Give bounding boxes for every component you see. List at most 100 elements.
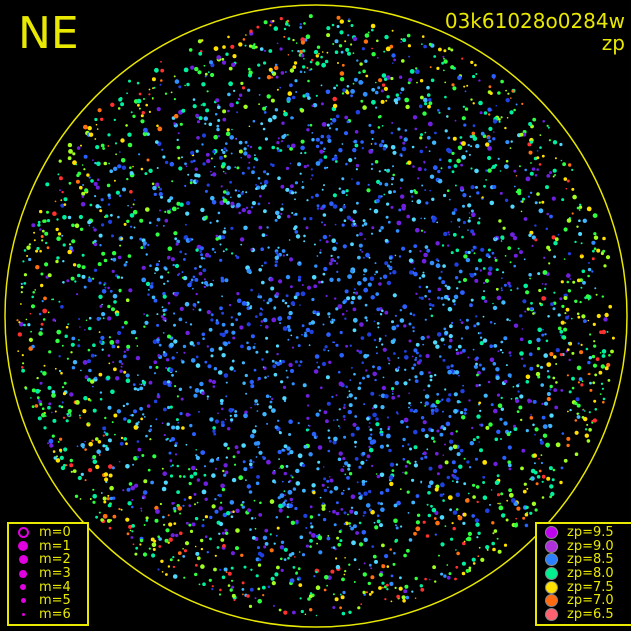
star-point xyxy=(600,364,605,369)
star-point xyxy=(539,440,545,445)
star-point xyxy=(407,512,410,514)
star-point xyxy=(77,475,82,481)
star-point xyxy=(241,588,245,591)
star-point xyxy=(169,558,173,562)
star-point xyxy=(390,574,394,578)
star-point xyxy=(63,381,67,385)
star-point xyxy=(67,249,72,255)
star-point xyxy=(412,115,418,120)
star-point xyxy=(287,54,290,56)
star-point xyxy=(350,269,354,274)
star-point xyxy=(470,167,473,170)
star-point xyxy=(361,530,367,535)
star-point xyxy=(129,414,132,417)
star-point xyxy=(217,459,220,461)
star-point xyxy=(285,369,288,372)
star-point xyxy=(500,116,503,119)
star-point xyxy=(440,296,444,300)
star-point xyxy=(362,256,365,259)
star-point xyxy=(320,386,323,390)
star-point xyxy=(528,273,532,277)
star-point xyxy=(189,474,194,479)
star-point xyxy=(500,235,505,240)
star-point xyxy=(250,406,253,409)
star-point xyxy=(126,487,131,492)
star-point xyxy=(135,422,139,426)
star-point xyxy=(63,197,68,202)
star-point xyxy=(366,188,371,193)
star-point xyxy=(94,161,97,165)
star-point xyxy=(125,261,128,264)
star-point xyxy=(402,457,406,461)
star-point xyxy=(71,239,76,244)
star-point xyxy=(356,234,359,237)
star-point xyxy=(100,117,104,122)
star-point xyxy=(219,155,223,160)
star-point xyxy=(447,495,453,500)
star-point xyxy=(279,86,282,89)
star-point xyxy=(368,123,372,127)
star-point xyxy=(431,507,437,513)
star-point xyxy=(253,441,258,446)
star-point xyxy=(478,546,481,549)
star-point xyxy=(240,553,244,557)
star-point xyxy=(371,52,376,57)
star-point xyxy=(582,280,586,285)
star-point xyxy=(117,107,121,110)
star-point xyxy=(225,52,229,56)
star-point xyxy=(539,146,542,149)
star-point xyxy=(223,567,228,572)
star-point xyxy=(554,405,559,410)
star-point xyxy=(323,588,327,592)
star-point xyxy=(297,50,300,53)
star-point xyxy=(415,67,418,70)
star-point xyxy=(96,316,101,321)
star-point xyxy=(160,60,162,63)
star-point xyxy=(418,354,422,358)
star-point xyxy=(136,81,140,85)
star-point xyxy=(36,376,39,380)
star-point xyxy=(610,349,614,354)
star-point xyxy=(424,405,426,407)
star-point xyxy=(347,274,352,279)
star-point xyxy=(343,522,346,526)
star-point xyxy=(485,179,487,181)
star-point xyxy=(179,202,184,207)
star-point xyxy=(135,337,138,340)
star-point xyxy=(426,93,431,97)
star-point xyxy=(375,292,380,296)
star-point xyxy=(361,147,364,150)
star-point xyxy=(391,325,397,331)
star-point xyxy=(570,317,573,320)
star-point xyxy=(226,165,231,170)
star-point xyxy=(335,557,338,560)
star-point xyxy=(332,246,337,252)
star-point xyxy=(392,270,397,275)
star-point xyxy=(379,313,383,316)
star-point xyxy=(313,284,318,289)
star-point xyxy=(376,307,381,312)
star-point xyxy=(231,62,236,67)
star-point xyxy=(467,229,469,231)
star-point xyxy=(423,252,428,258)
star-point xyxy=(162,380,168,386)
star-point xyxy=(531,235,536,240)
star-point xyxy=(428,303,432,307)
star-point xyxy=(282,254,285,257)
star-point xyxy=(255,574,259,578)
star-point xyxy=(500,289,503,292)
star-point xyxy=(266,301,270,305)
star-point xyxy=(88,468,93,473)
star-point xyxy=(309,505,313,509)
star-point xyxy=(181,108,186,113)
star-point xyxy=(504,379,508,384)
star-point xyxy=(330,118,333,121)
star-point xyxy=(126,348,129,352)
star-point xyxy=(40,327,43,331)
star-point xyxy=(442,303,445,306)
star-point xyxy=(300,609,304,614)
star-point xyxy=(207,71,210,74)
star-point xyxy=(176,351,179,354)
color-legend-entry: zp=9.0 xyxy=(541,539,627,554)
star-point xyxy=(420,296,424,300)
